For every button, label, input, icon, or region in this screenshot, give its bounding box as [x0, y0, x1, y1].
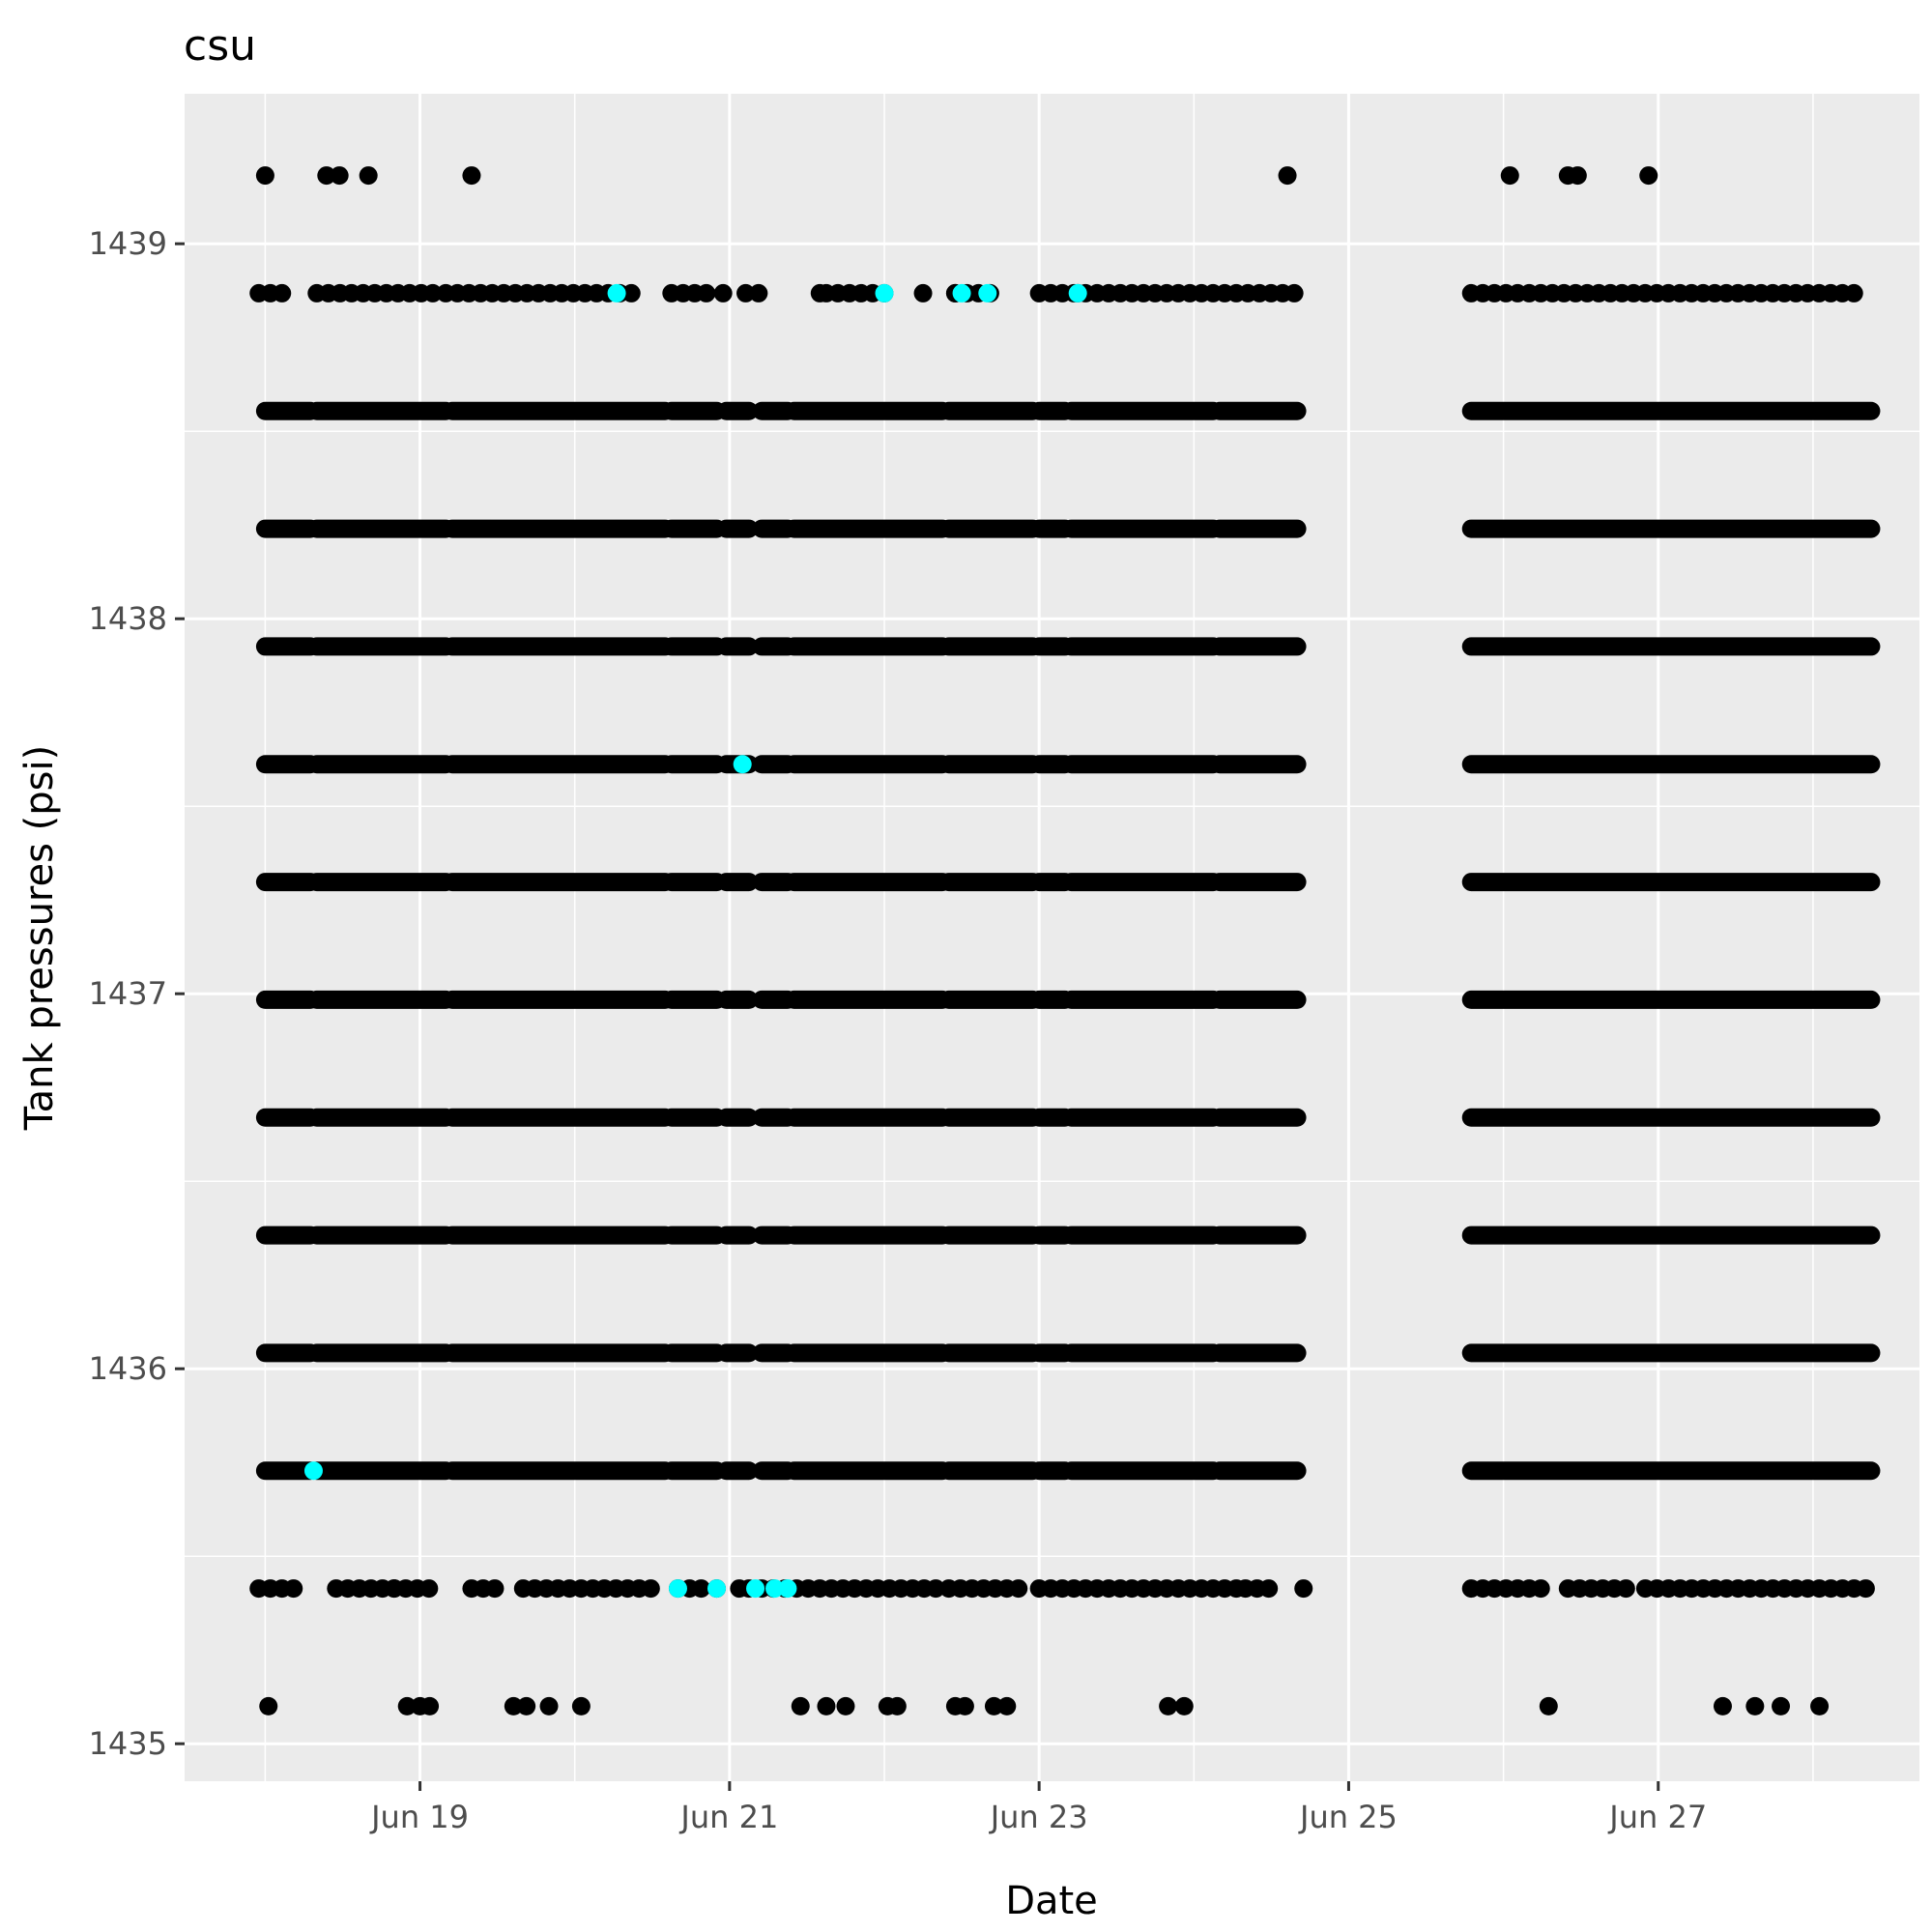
y-tick-label: 1436 — [89, 1350, 167, 1387]
x-tick-label: Jun 19 — [369, 1799, 469, 1835]
data-point — [504, 1696, 523, 1716]
data-point — [1259, 1579, 1279, 1599]
x-axis-title: Date — [1005, 1879, 1098, 1923]
data-point — [485, 1579, 505, 1599]
x-tick-label: Jun 21 — [678, 1799, 778, 1835]
data-point — [397, 1696, 417, 1716]
data-point — [284, 1579, 303, 1599]
data-point — [641, 1579, 660, 1599]
data-point — [952, 283, 971, 303]
data-point — [1531, 1579, 1550, 1599]
plot-panel — [185, 94, 1919, 1781]
data-point — [926, 1579, 945, 1599]
data-point — [736, 283, 756, 303]
data-point — [621, 283, 641, 303]
data-point — [1068, 283, 1087, 303]
data-point — [607, 283, 626, 303]
y-tick-label: 1439 — [89, 225, 167, 262]
data-point — [668, 1579, 687, 1599]
data-point — [419, 1579, 439, 1599]
data-point — [423, 283, 443, 303]
data-point — [571, 1696, 591, 1716]
chart-title: csu — [184, 21, 256, 71]
axes: Jun 19 Jun 21 Jun 23 Jun 25 Jun 27 1435 1436 14… — [89, 225, 1708, 1835]
data-point — [1844, 283, 1863, 303]
data-point — [517, 1696, 536, 1716]
data-point — [1539, 1696, 1558, 1716]
data-point — [1294, 1579, 1313, 1599]
data-point — [746, 1579, 765, 1599]
data-point — [733, 755, 752, 774]
y-tick-label: 1435 — [89, 1725, 167, 1762]
data-point — [1278, 166, 1297, 186]
data-point — [707, 1579, 727, 1599]
data-point — [791, 1696, 810, 1716]
data-point — [713, 283, 733, 303]
data-point — [1616, 1579, 1635, 1599]
data-point — [273, 283, 292, 303]
data-point — [887, 1696, 907, 1716]
data-point — [255, 166, 274, 186]
data-point — [997, 1696, 1017, 1716]
x-tick-label: Jun 23 — [989, 1799, 1088, 1835]
data-point — [817, 1696, 836, 1716]
data-point — [303, 1461, 323, 1481]
data-point — [836, 1696, 855, 1716]
data-point — [385, 1579, 404, 1599]
y-axis-title: Tank pressures (psi) — [17, 745, 62, 1131]
data-point — [913, 283, 933, 303]
data-point — [1713, 1696, 1732, 1716]
data-point — [978, 283, 997, 303]
data-point — [691, 1579, 710, 1599]
data-point — [697, 283, 716, 303]
data-point — [539, 1696, 559, 1716]
data-point — [1568, 166, 1587, 186]
data-point — [259, 1696, 278, 1716]
data-point — [359, 166, 378, 186]
data-point — [1639, 166, 1658, 186]
grid-lines — [185, 94, 1919, 1781]
data-point — [317, 166, 336, 186]
data-point — [1745, 1696, 1765, 1716]
data-points — [249, 166, 1881, 1716]
data-point — [749, 283, 768, 303]
data-point — [1159, 1696, 1178, 1716]
data-point — [1500, 166, 1519, 186]
data-point — [984, 1696, 1003, 1716]
x-tick-label: Jun 25 — [1298, 1799, 1398, 1835]
data-point — [1810, 1696, 1830, 1716]
data-point — [1772, 1696, 1791, 1716]
data-point — [875, 283, 894, 303]
y-tick-label: 1437 — [89, 975, 167, 1012]
data-point — [765, 1579, 785, 1599]
y-tick-label: 1438 — [89, 600, 167, 637]
data-point — [1174, 1696, 1194, 1716]
data-point — [1009, 1579, 1028, 1599]
data-point — [420, 1696, 440, 1716]
data-point — [955, 1696, 974, 1716]
x-tick-label: Jun 27 — [1607, 1799, 1707, 1835]
data-point — [462, 166, 481, 186]
data-point — [1856, 1579, 1875, 1599]
data-point — [778, 1579, 797, 1599]
data-point — [330, 166, 349, 186]
data-point — [1284, 283, 1304, 303]
